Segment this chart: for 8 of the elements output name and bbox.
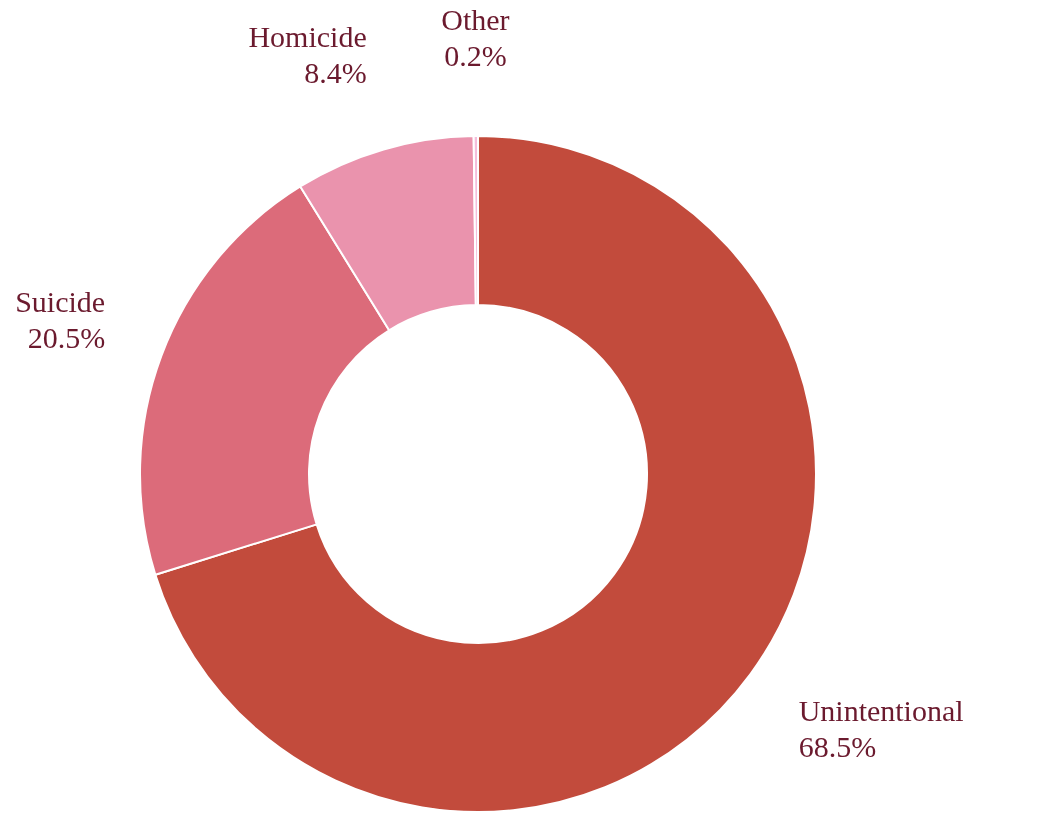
slice-label: Other [441, 2, 510, 36]
slice-label: Unintentional [798, 694, 964, 727]
data-label: 0.2% [444, 38, 507, 72]
data-label: 68.5% [798, 730, 877, 763]
data-label: 20.5% [27, 321, 106, 355]
data-label: 8.4% [304, 56, 367, 90]
slice-label: Homicide [248, 20, 367, 54]
slice-label: Suicide [15, 285, 106, 319]
